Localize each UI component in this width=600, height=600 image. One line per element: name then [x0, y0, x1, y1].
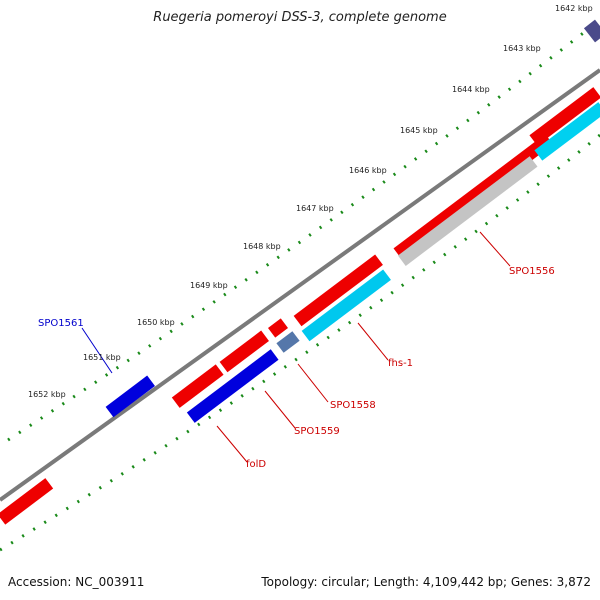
gene-leader-lines	[81, 231, 511, 463]
tick-label-1649: 1649 kbp	[190, 281, 228, 290]
gene-label-fold: folD	[246, 459, 266, 470]
leader-fhs-1	[357, 322, 389, 361]
outer-tick-ring	[7, 18, 600, 442]
gene-fhs-1[interactable]	[301, 269, 391, 342]
genome-summary: Topology: circular; Length: 4,109,442 bp…	[261, 575, 591, 589]
gene-label-fhs-1: fhs-1	[388, 358, 413, 369]
tick-label-1645: 1645 kbp	[400, 126, 438, 135]
tick-label-1650: 1650 kbp	[137, 318, 175, 327]
gene-spo1556-forward[interactable]	[393, 134, 554, 259]
tick-label-1648: 1648 kbp	[243, 242, 281, 251]
gene-red-spo1559[interactable]	[219, 330, 269, 373]
kbp-tick-labels: 1642 kbp 1643 kbp 1644 kbp 1645 kbp 1646…	[28, 4, 593, 399]
tick-label-1643: 1643 kbp	[503, 44, 541, 53]
leader-spo1561	[81, 327, 113, 374]
tick-label-1642: 1642 kbp	[555, 4, 593, 13]
tick-label-1646: 1646 kbp	[349, 166, 387, 175]
gene-fold[interactable]	[171, 364, 224, 408]
gene-spo1558[interactable]	[276, 331, 300, 353]
tick-label-1651: 1651 kbp	[83, 353, 121, 362]
map-title: Ruegeria pomeroyi DSS-3, complete genome	[153, 10, 447, 25]
tick-label-1644: 1644 kbp	[452, 85, 490, 94]
leader-fold	[216, 425, 248, 463]
gene-label-spo1561: SPO1561	[38, 318, 84, 329]
leader-spo1558	[297, 363, 329, 403]
gene-label-spo1556: SPO1556	[509, 266, 555, 277]
gene-spo1559[interactable]	[186, 349, 279, 423]
inner-tick-ring	[0, 133, 600, 552]
gene-label-spo1559: SPO1559	[294, 426, 340, 437]
genome-backbone	[0, 68, 600, 502]
gene-labels: SPO1561 SPO1556 fhs-1 SPO1558 SPO1559 fo…	[38, 266, 555, 470]
accession-text: Accession: NC_003911	[8, 575, 145, 589]
gene-red-mid[interactable]	[293, 254, 383, 327]
gene-small-red[interactable]	[268, 318, 288, 338]
gene-forward-top[interactable]	[529, 87, 600, 146]
gene-spo1556[interactable]	[397, 156, 538, 266]
gene-label-spo1558: SPO1558	[330, 400, 376, 411]
leader-spo1556	[479, 231, 511, 267]
tick-label-1647: 1647 kbp	[296, 204, 334, 213]
gene-spo1561[interactable]	[105, 375, 155, 418]
gene-purple[interactable]	[583, 19, 600, 43]
tick-label-1652: 1652 kbp	[28, 390, 66, 399]
gene-features	[0, 19, 600, 525]
leader-spo1559	[264, 390, 296, 429]
gene-cyan-top[interactable]	[534, 102, 600, 161]
gene-red-bottom[interactable]	[0, 478, 54, 525]
